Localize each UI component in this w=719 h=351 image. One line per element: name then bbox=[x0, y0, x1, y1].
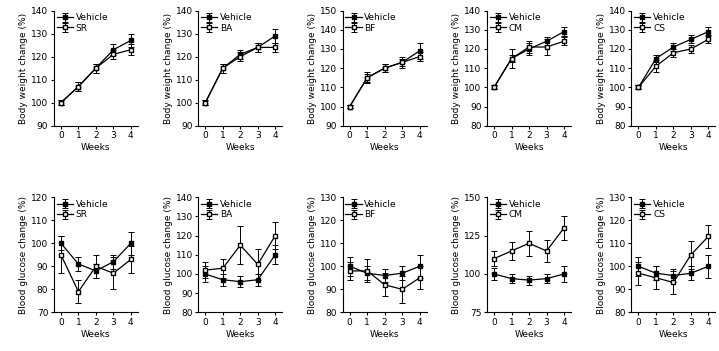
Y-axis label: Blood glucose change (%): Blood glucose change (%) bbox=[19, 196, 28, 314]
Legend: Vehicle, CS: Vehicle, CS bbox=[633, 12, 687, 33]
X-axis label: Weeks: Weeks bbox=[81, 330, 111, 339]
Y-axis label: Body weight change (%): Body weight change (%) bbox=[164, 13, 173, 124]
Y-axis label: Body weight change (%): Body weight change (%) bbox=[597, 13, 606, 124]
Y-axis label: Body weight change (%): Body weight change (%) bbox=[19, 13, 28, 124]
Legend: Vehicle, SR: Vehicle, SR bbox=[56, 199, 109, 220]
Legend: Vehicle, CM: Vehicle, CM bbox=[489, 12, 542, 33]
Y-axis label: Blood glucose change (%): Blood glucose change (%) bbox=[452, 196, 462, 314]
X-axis label: Weeks: Weeks bbox=[514, 330, 544, 339]
Legend: Vehicle, BF: Vehicle, BF bbox=[344, 12, 398, 33]
X-axis label: Weeks: Weeks bbox=[81, 143, 111, 152]
Legend: Vehicle, BF: Vehicle, BF bbox=[344, 199, 398, 220]
X-axis label: Weeks: Weeks bbox=[659, 143, 688, 152]
Y-axis label: Body weight change (%): Body weight change (%) bbox=[452, 13, 462, 124]
X-axis label: Weeks: Weeks bbox=[514, 143, 544, 152]
X-axis label: Weeks: Weeks bbox=[370, 330, 400, 339]
Legend: Vehicle, CS: Vehicle, CS bbox=[633, 199, 687, 220]
X-axis label: Weeks: Weeks bbox=[659, 330, 688, 339]
Legend: Vehicle, BA: Vehicle, BA bbox=[200, 12, 254, 33]
Y-axis label: Blood glucose change (%): Blood glucose change (%) bbox=[597, 196, 606, 314]
Legend: Vehicle, CM: Vehicle, CM bbox=[489, 199, 542, 220]
Y-axis label: Blood glucose change (%): Blood glucose change (%) bbox=[308, 196, 317, 314]
Y-axis label: Body weight change (%): Body weight change (%) bbox=[308, 13, 317, 124]
Y-axis label: Blood glucose change (%): Blood glucose change (%) bbox=[164, 196, 173, 314]
X-axis label: Weeks: Weeks bbox=[370, 143, 400, 152]
X-axis label: Weeks: Weeks bbox=[226, 330, 255, 339]
Legend: Vehicle, SR: Vehicle, SR bbox=[56, 12, 109, 33]
X-axis label: Weeks: Weeks bbox=[226, 143, 255, 152]
Legend: Vehicle, BA: Vehicle, BA bbox=[200, 199, 254, 220]
